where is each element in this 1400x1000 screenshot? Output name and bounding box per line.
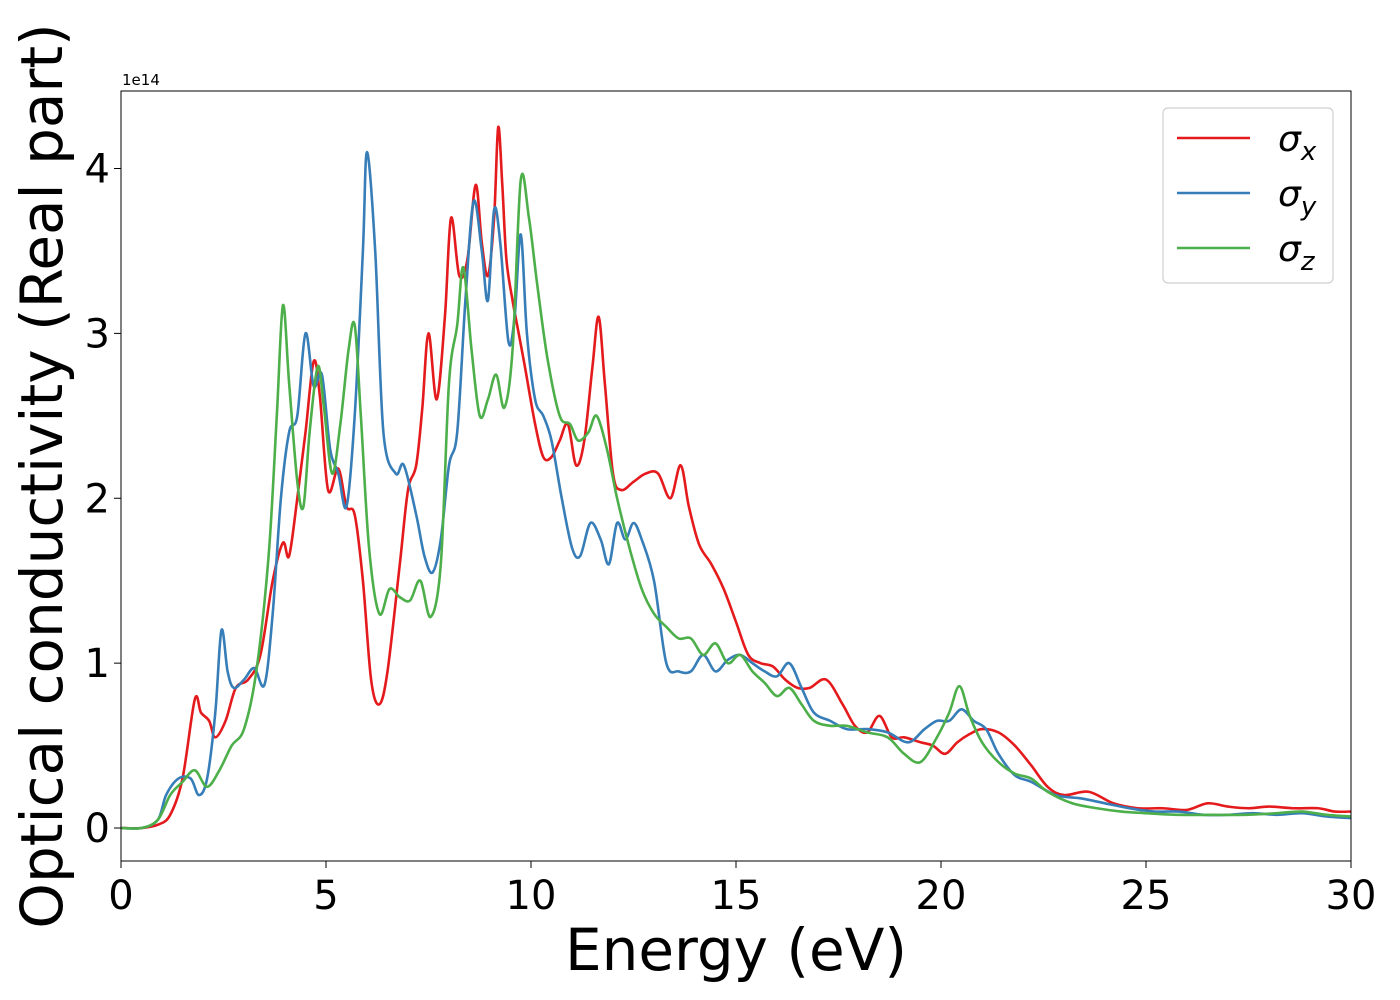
series-line-y: [121, 150, 1351, 830]
legend: σx σy σz: [1162, 107, 1334, 284]
x-tick-label: 10: [506, 873, 557, 919]
plot-area-frame: [120, 90, 1352, 862]
x-tick-label: 20: [916, 873, 967, 919]
y-tick-label: 0: [85, 806, 110, 852]
x-tick-label: 0: [108, 873, 133, 919]
x-tick-label: 25: [1121, 873, 1172, 919]
legend-box: [1162, 107, 1334, 284]
series-line-z: [121, 172, 1351, 830]
legend-label-z: σz: [1278, 229, 1316, 277]
legend-label-y: σy: [1278, 174, 1317, 222]
x-tick-label: 30: [1326, 873, 1377, 919]
x-tick-label: 5: [313, 873, 338, 919]
y-tick-label: 1: [85, 641, 110, 687]
y-tick-label: 3: [85, 311, 110, 357]
y-offset-label: 1e14: [122, 71, 160, 89]
x-tick-label: 15: [711, 873, 762, 919]
ticks-layer: 0 5 10 15 20 25 30 0 1 2 3 4: [85, 146, 1377, 919]
x-axis-title: Energy (eV): [565, 916, 907, 984]
y-tick-label: 2: [85, 476, 110, 522]
series-layer: [121, 125, 1351, 830]
y-tick-label: 4: [85, 146, 110, 192]
legend-label-x: σx: [1278, 119, 1317, 167]
y-axis-title: Optical conductivity (Real part): [8, 23, 76, 928]
